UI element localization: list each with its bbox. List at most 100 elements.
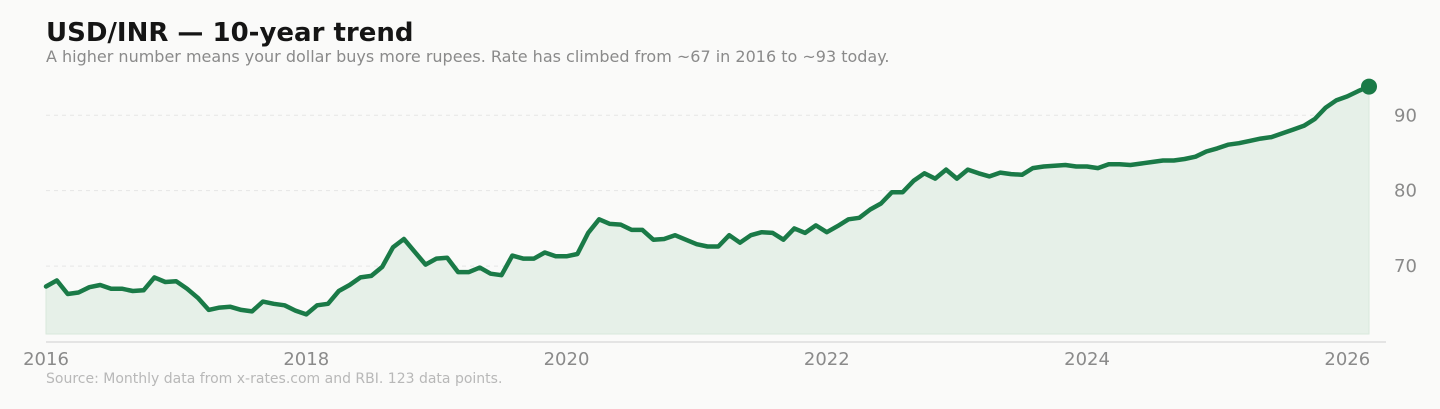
- data-point: [456, 270, 460, 274]
- data-point: [640, 228, 644, 232]
- data-point: [293, 309, 297, 313]
- data-point: [424, 263, 428, 267]
- data-point: [532, 257, 536, 261]
- data-point: [391, 245, 395, 249]
- data-point: [1172, 159, 1176, 163]
- data-point: [998, 171, 1002, 175]
- data-point: [218, 306, 222, 310]
- data-point: [1193, 155, 1197, 159]
- data-point: [489, 272, 493, 276]
- y-tick-label: 70: [1394, 256, 1417, 277]
- data-point: [228, 305, 232, 309]
- data-point: [261, 300, 265, 304]
- data-point: [1085, 165, 1089, 169]
- data-point: [120, 287, 124, 291]
- data-point: [738, 241, 742, 245]
- data-point: [716, 245, 720, 249]
- data-point: [1248, 139, 1252, 143]
- data-point: [66, 292, 70, 296]
- data-point: [272, 302, 276, 306]
- data-point: [369, 274, 373, 278]
- data-point: [933, 177, 937, 181]
- data-point: [434, 257, 438, 261]
- data-point: [575, 252, 579, 256]
- data-point: [478, 266, 482, 270]
- x-tick-label: 2024: [1064, 349, 1110, 370]
- data-point: [901, 190, 905, 194]
- page-title: USD/INR — 10-year trend: [46, 18, 414, 48]
- y-tick-label: 90: [1394, 105, 1417, 126]
- data-point: [1096, 166, 1100, 170]
- data-point: [196, 296, 200, 300]
- data-point: [348, 283, 352, 287]
- data-point: [174, 279, 178, 283]
- data-point: [922, 171, 926, 175]
- data-point: [771, 231, 775, 235]
- data-point: [825, 230, 829, 234]
- data-point: [87, 285, 91, 289]
- data-point: [1356, 89, 1360, 93]
- data-point: [1074, 165, 1078, 169]
- data-point: [1302, 124, 1306, 128]
- data-point: [1128, 163, 1132, 167]
- data-point: [1031, 166, 1035, 170]
- data-point: [445, 256, 449, 260]
- data-point: [207, 308, 211, 312]
- data-point: [1345, 94, 1349, 98]
- data-point: [55, 278, 59, 282]
- data-point: [651, 238, 655, 242]
- x-tick-label: 2026: [1324, 349, 1370, 370]
- data-point: [1280, 131, 1284, 135]
- data-point: [1215, 146, 1219, 150]
- y-axis: 70 80 90: [1394, 105, 1417, 277]
- data-point: [185, 287, 189, 291]
- x-tick-label: 2020: [544, 349, 590, 370]
- data-point: [857, 216, 861, 220]
- data-point: [1118, 162, 1122, 166]
- data-point: [781, 238, 785, 242]
- data-point: [630, 228, 634, 232]
- series-line: [43, 84, 1372, 317]
- data-point: [597, 217, 601, 221]
- data-point: [554, 254, 558, 258]
- data-point: [1334, 98, 1338, 102]
- data-point: [250, 309, 254, 313]
- data-point: [1226, 143, 1230, 147]
- x-tick-label: 2016: [23, 349, 69, 370]
- data-point: [814, 223, 818, 227]
- data-point: [890, 190, 894, 194]
- data-point: [1139, 162, 1143, 166]
- data-point: [727, 233, 731, 237]
- data-point: [749, 233, 753, 237]
- data-point: [163, 280, 167, 284]
- data-point: [283, 303, 287, 307]
- data-point: [402, 237, 406, 241]
- data-point: [1204, 149, 1208, 153]
- data-point: [98, 283, 102, 287]
- data-point: [1053, 164, 1057, 168]
- data-point: [955, 177, 959, 181]
- data-point: [684, 238, 688, 242]
- y-tick-label: 80: [1394, 181, 1417, 202]
- data-point: [706, 245, 710, 249]
- data-point: [499, 273, 503, 277]
- data-point: [1063, 163, 1067, 167]
- data-point: [131, 289, 135, 293]
- data-point: [1313, 117, 1317, 121]
- data-point: [315, 303, 319, 307]
- data-point: [673, 233, 677, 237]
- data-point: [326, 302, 330, 306]
- data-point: [1161, 159, 1165, 163]
- data-point: [1259, 137, 1263, 141]
- data-point: [879, 202, 883, 206]
- data-point: [846, 217, 850, 221]
- data-point: [543, 251, 547, 255]
- page-subtitle: A higher number means your dollar buys m…: [46, 47, 890, 66]
- data-point: [868, 208, 872, 212]
- data-point: [565, 254, 569, 258]
- data-point: [510, 254, 514, 258]
- data-point: [1237, 141, 1241, 145]
- area-fill: [45, 85, 1370, 335]
- data-point: [987, 174, 991, 178]
- latest-value-marker: [1361, 78, 1377, 95]
